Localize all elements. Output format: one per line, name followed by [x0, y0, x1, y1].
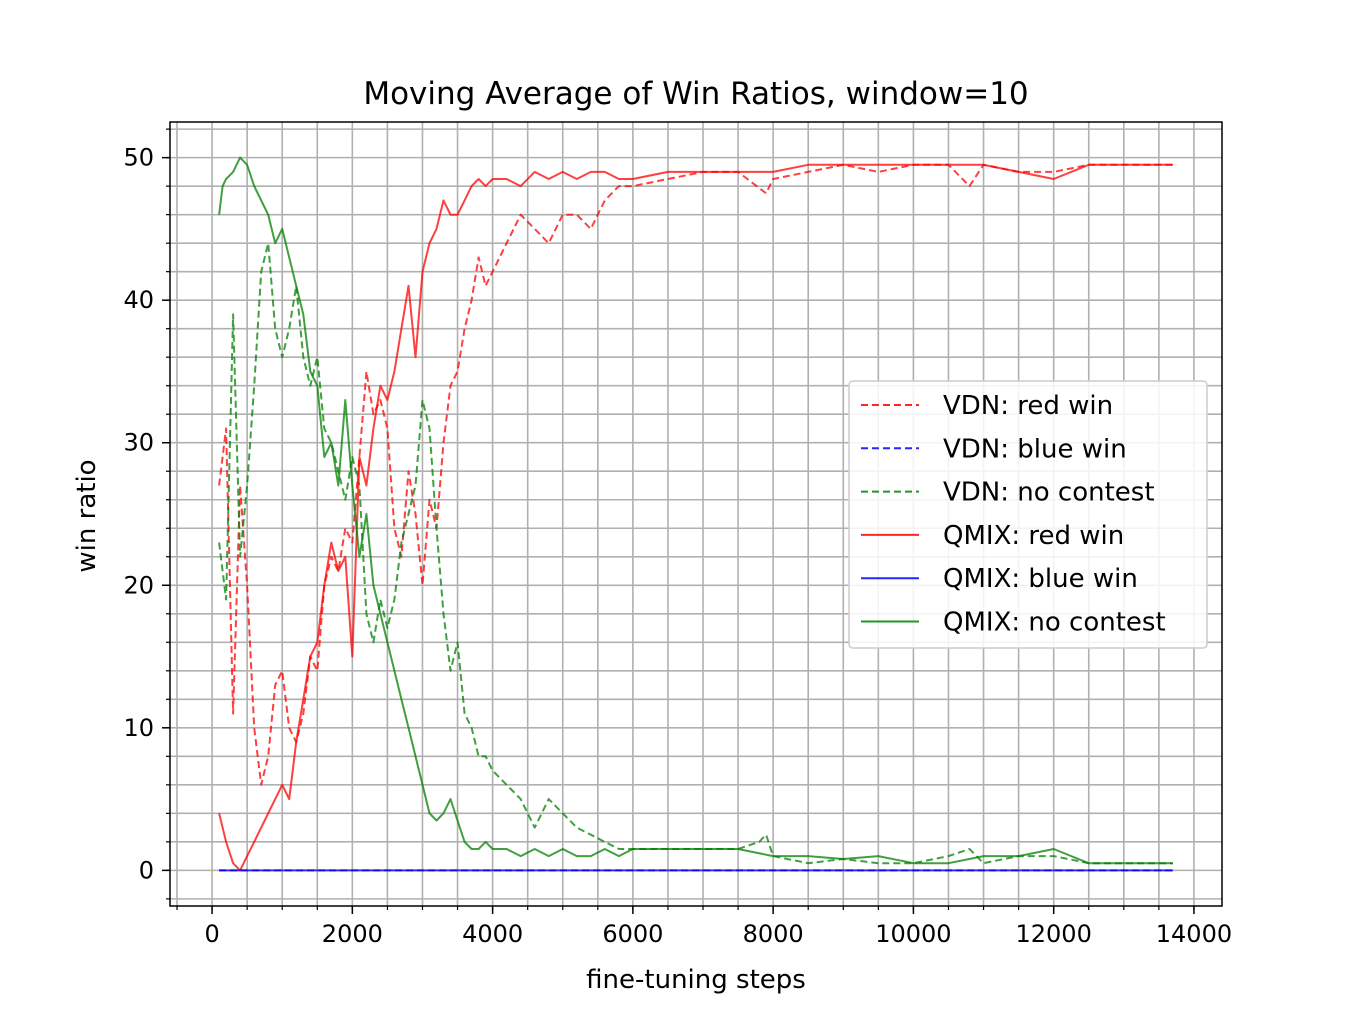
x-tick-label: 4000 [462, 920, 523, 948]
legend-box [848, 380, 1208, 649]
chart-title: Moving Average of Win Ratios, window=10 [363, 76, 1028, 112]
series-lines [218, 156, 1173, 872]
legend-label-qmix-no-contest: QMIX: no contest [943, 608, 1166, 638]
series-qmix-red-win [218, 163, 1173, 872]
y-tick-label: 0 [139, 856, 154, 884]
y-tick-label: 50 [123, 144, 154, 172]
legend-label-vdn-blue-win: VDN: blue win [943, 434, 1127, 464]
x-tick-label: 6000 [602, 920, 663, 948]
legend: VDN: red win VDN: blue win VDN: no contest… [848, 380, 1208, 649]
y-tick-label: 20 [123, 571, 154, 599]
y-axis-label: win ratio [72, 459, 102, 572]
legend-label-vdn-no-contest: VDN: no contest [943, 478, 1155, 508]
series-vdn-no-contest [218, 242, 1173, 865]
axis-ticks: 0 2000 4000 6000 8000 10000 12000 14000 0 10 20 30 4… [123, 128, 1232, 948]
series-qmix-no-contest [218, 156, 1173, 865]
legend-label-qmix-red-win: QMIX: red win [943, 521, 1124, 551]
x-tick-label: 14000 [1156, 920, 1232, 948]
legend-label-qmix-blue-win: QMIX: blue win [943, 564, 1138, 594]
y-tick-label: 10 [123, 714, 154, 742]
x-tick-label: 10000 [875, 920, 951, 948]
x-axis-label: fine-tuning steps [586, 965, 806, 995]
x-tick-label: 8000 [743, 920, 804, 948]
x-tick-label: 12000 [1016, 920, 1092, 948]
legend-label-vdn-red-win: VDN: red win [943, 391, 1113, 421]
x-tick-label: 2000 [322, 920, 383, 948]
y-tick-label: 40 [123, 286, 154, 314]
plot-frame [169, 121, 1223, 907]
y-tick-label: 30 [123, 429, 154, 457]
x-tick-label: 0 [204, 920, 219, 948]
